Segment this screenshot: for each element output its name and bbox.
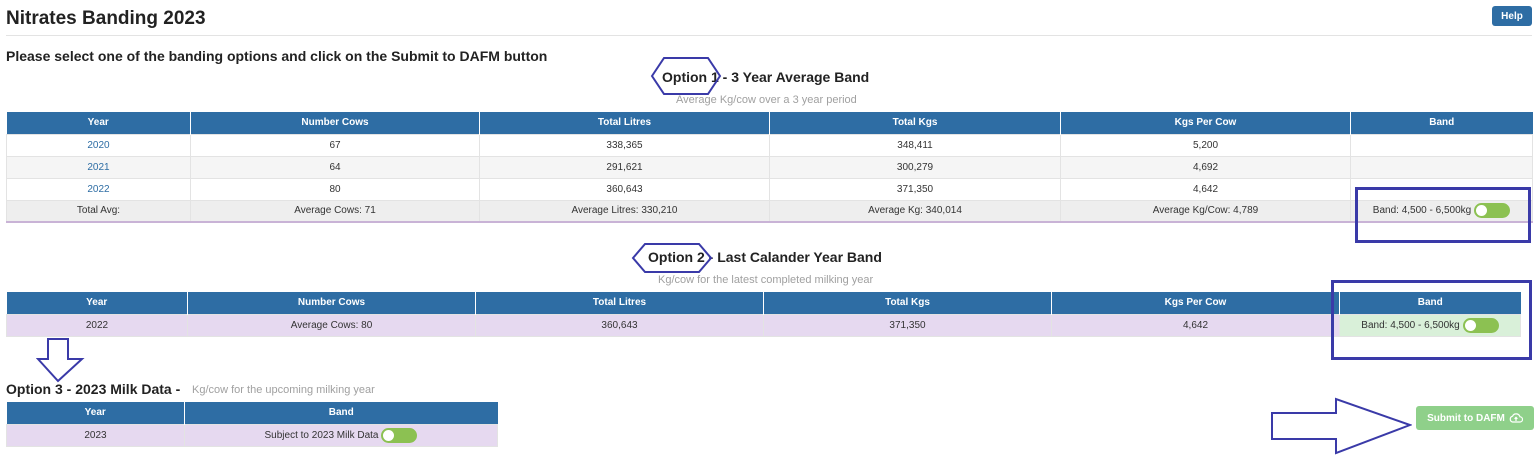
page-title: Nitrates Banding 2023 xyxy=(6,8,206,29)
table-row: 2022 80 360,643 371,350 4,642 xyxy=(6,177,1533,201)
option2-hexagon-annotation xyxy=(631,243,713,273)
table-cell: Average Kg: 340,014 xyxy=(769,199,1061,223)
option3-subheading: Kg/cow for the upcoming milking year xyxy=(192,384,375,396)
table-cell: 360,643 xyxy=(475,313,764,337)
option1-table: Year Number Cows Total Litres Total Kgs … xyxy=(6,112,1533,223)
option3-heading: Option 3 - 2023 Milk Data - xyxy=(6,381,181,397)
column-header: Band xyxy=(1339,292,1521,314)
column-header: Number Cows xyxy=(190,112,480,134)
table-cell: Average Litres: 330,210 xyxy=(479,199,770,223)
option1-heading: Option 1 - 3 Year Average Band xyxy=(662,69,870,85)
table-cell: Average Kg/Cow: 4,789 xyxy=(1060,199,1351,223)
submit-to-dafm-button[interactable]: Submit to DAFM xyxy=(1416,406,1534,430)
column-header: Year xyxy=(6,112,191,134)
down-arrow-icon xyxy=(36,338,85,383)
column-header: Year xyxy=(6,402,185,424)
column-header: Total Kgs xyxy=(769,112,1061,134)
option3-band-toggle[interactable] xyxy=(381,427,418,443)
option2-band-toggle[interactable] xyxy=(1462,317,1499,333)
table-cell: 2022 xyxy=(6,313,188,337)
band-cell: Band: 4,500 - 6,500kg xyxy=(1339,313,1521,337)
band-label: Subject to 2023 Milk Data xyxy=(264,429,379,441)
table-row: 2023 Subject to 2023 Milk Data xyxy=(6,423,498,447)
column-header: Number Cows xyxy=(187,292,476,314)
table-row: 2021 64 291,621 300,279 4,692 xyxy=(6,155,1533,179)
table-cell: 64 xyxy=(190,155,480,179)
column-header: Band xyxy=(184,402,498,424)
table-cell: Average Cows: 71 xyxy=(190,199,480,223)
table-cell: 371,350 xyxy=(769,177,1061,201)
cloud-upload-icon xyxy=(1509,413,1523,423)
table-cell xyxy=(1350,133,1533,157)
table-cell: 300,279 xyxy=(769,155,1061,179)
help-button[interactable]: Help xyxy=(1492,6,1532,26)
table-cell: 371,350 xyxy=(763,313,1052,337)
year-link[interactable]: 2020 xyxy=(87,139,110,151)
year-link[interactable]: 2021 xyxy=(87,161,110,173)
table-cell: 348,411 xyxy=(769,133,1061,157)
table-row: 2020 67 338,365 348,411 5,200 xyxy=(6,133,1533,157)
band-cell: Band: 4,500 - 6,500kg xyxy=(1350,199,1533,223)
table-cell xyxy=(1350,155,1533,179)
table-cell: Total Avg: xyxy=(6,199,191,223)
column-header: Band xyxy=(1350,112,1533,134)
band-label: Band: 4,500 - 6,500kg xyxy=(1372,205,1472,217)
table-cell: Average Cows: 80 xyxy=(187,313,476,337)
option1-hexagon-annotation xyxy=(650,57,722,95)
option1-subheading: Average Kg/cow over a 3 year period xyxy=(676,94,857,106)
table-cell: 80 xyxy=(190,177,480,201)
table-cell: 4,642 xyxy=(1060,177,1351,201)
option1-band-toggle[interactable] xyxy=(1474,203,1511,219)
option3-table: Year Band 2023 Subject to 2023 Milk Data xyxy=(6,402,498,447)
column-header: Total Litres xyxy=(479,112,770,134)
table-header-row: Year Number Cows Total Litres Total Kgs … xyxy=(6,292,1521,314)
title-divider xyxy=(6,35,1532,36)
option1-band-highlight-box xyxy=(1355,187,1531,243)
column-header: Kgs Per Cow xyxy=(1060,112,1351,134)
table-row: 2022 Average Cows: 80 360,643 371,350 4,… xyxy=(6,313,1521,337)
band-cell: Subject to 2023 Milk Data xyxy=(184,423,498,447)
right-arrow-icon xyxy=(1271,397,1412,455)
column-header: Total Litres xyxy=(475,292,764,314)
table-header-row: Year Number Cows Total Litres Total Kgs … xyxy=(6,112,1533,134)
table-cell: 5,200 xyxy=(1060,133,1351,157)
submit-label: Submit to DAFM xyxy=(1427,412,1505,424)
option2-band-highlight-box xyxy=(1331,280,1532,360)
table-cell: 360,643 xyxy=(479,177,770,201)
table-cell: 4,642 xyxy=(1051,313,1340,337)
option2-table: Year Number Cows Total Litres Total Kgs … xyxy=(6,292,1521,337)
table-cell: 67 xyxy=(190,133,480,157)
column-header: Year xyxy=(6,292,188,314)
column-header: Kgs Per Cow xyxy=(1051,292,1340,314)
table-cell: 2023 xyxy=(6,423,185,447)
table-cell: 4,692 xyxy=(1060,155,1351,179)
band-label: Band: 4,500 - 6,500kg xyxy=(1361,319,1460,331)
table-header-row: Year Band xyxy=(6,402,498,424)
column-header: Total Kgs xyxy=(763,292,1052,314)
year-link[interactable]: 2022 xyxy=(87,183,110,195)
table-cell: 291,621 xyxy=(479,155,770,179)
option2-subheading: Kg/cow for the latest completed milking … xyxy=(658,274,874,286)
table-cell: 338,365 xyxy=(479,133,770,157)
total-row: Total Avg: Average Cows: 71 Average Litr… xyxy=(6,199,1533,223)
instruction-text: Please select one of the banding options… xyxy=(6,48,548,64)
